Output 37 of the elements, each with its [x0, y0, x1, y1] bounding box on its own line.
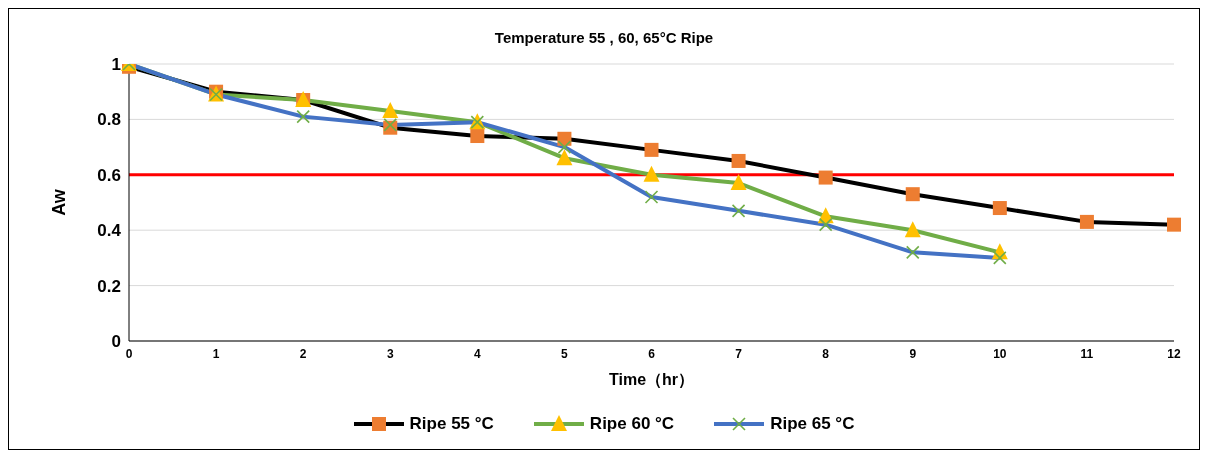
x-tick-label: 11 [1080, 346, 1094, 361]
y-tick-label: 0.2 [97, 276, 121, 296]
legend-label: Ripe 65 °C [770, 414, 855, 434]
point [904, 221, 921, 238]
point [470, 129, 485, 144]
x-tick-label: 5 [561, 346, 569, 361]
x-tick-label: 7 [735, 346, 743, 361]
y-tick-label: 0.6 [97, 165, 121, 185]
chart-title: Temperature 55 , 60, 65°C Ripe [493, 29, 715, 46]
point [643, 165, 660, 182]
x-tick-label: 1 [212, 346, 220, 361]
point [818, 170, 833, 185]
x-tick-label: 10 [993, 346, 1007, 361]
point [1079, 214, 1094, 229]
x-tick-label: 0 [125, 346, 133, 361]
y-tick-label: 0.4 [97, 221, 122, 241]
point [644, 142, 659, 157]
point [556, 149, 573, 166]
x-tick-label: 12 [1167, 346, 1181, 361]
x-tick-label: 3 [386, 346, 394, 361]
point [905, 187, 920, 202]
legend-label: Ripe 55 °C [409, 414, 494, 434]
x-tick-label: 9 [909, 346, 917, 361]
legend-label: Ripe 60 °C [589, 414, 675, 434]
y-tick-label: 0.8 [97, 110, 121, 130]
point [992, 201, 1007, 216]
point [730, 174, 747, 191]
x-tick-label: 8 [822, 346, 830, 361]
x-axis-title: Time（hr） [608, 371, 695, 389]
point [1167, 217, 1181, 232]
point [731, 153, 746, 168]
x-tick-label: 6 [648, 346, 656, 361]
x-tick-label: 4 [473, 346, 481, 361]
point [382, 102, 399, 119]
y-axis-title: Aw [49, 188, 70, 216]
x-tick-label: 2 [299, 346, 307, 361]
y-tick-label: 1 [111, 55, 121, 75]
